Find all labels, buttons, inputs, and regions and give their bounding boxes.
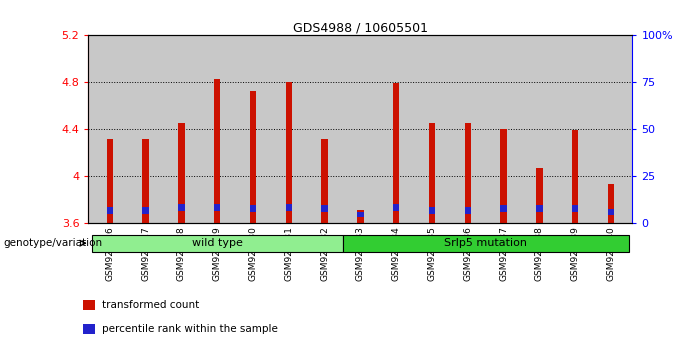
Bar: [322, 138, 328, 223]
Bar: [536, 205, 543, 212]
FancyBboxPatch shape: [92, 235, 343, 252]
Bar: [142, 207, 149, 214]
Bar: [214, 204, 220, 211]
Bar: [84, 300, 95, 310]
Bar: [178, 204, 185, 211]
Bar: [357, 212, 364, 217]
FancyBboxPatch shape: [343, 235, 629, 252]
Bar: [286, 204, 292, 211]
Bar: [608, 184, 614, 223]
Bar: [429, 123, 435, 223]
Text: percentile rank within the sample: percentile rank within the sample: [102, 324, 278, 334]
Bar: [393, 204, 399, 211]
Bar: [286, 82, 292, 223]
Bar: [107, 207, 113, 214]
Bar: [84, 324, 95, 334]
Bar: [178, 123, 185, 223]
Bar: [572, 130, 579, 223]
Bar: [250, 91, 256, 223]
Bar: [608, 209, 614, 215]
Bar: [357, 210, 364, 223]
Bar: [107, 138, 113, 223]
Bar: [214, 79, 220, 223]
Bar: [536, 168, 543, 223]
Bar: [393, 84, 399, 223]
Bar: [464, 123, 471, 223]
Text: transformed count: transformed count: [102, 300, 199, 310]
Bar: [500, 205, 507, 212]
Bar: [142, 138, 149, 223]
Bar: [464, 207, 471, 214]
Title: GDS4988 / 10605501: GDS4988 / 10605501: [293, 21, 428, 34]
Text: genotype/variation: genotype/variation: [3, 238, 103, 248]
Bar: [429, 207, 435, 214]
Bar: [250, 205, 256, 212]
Bar: [500, 129, 507, 223]
Text: Srlp5 mutation: Srlp5 mutation: [444, 238, 527, 249]
Text: wild type: wild type: [192, 238, 243, 249]
Bar: [572, 205, 579, 212]
Bar: [322, 205, 328, 212]
